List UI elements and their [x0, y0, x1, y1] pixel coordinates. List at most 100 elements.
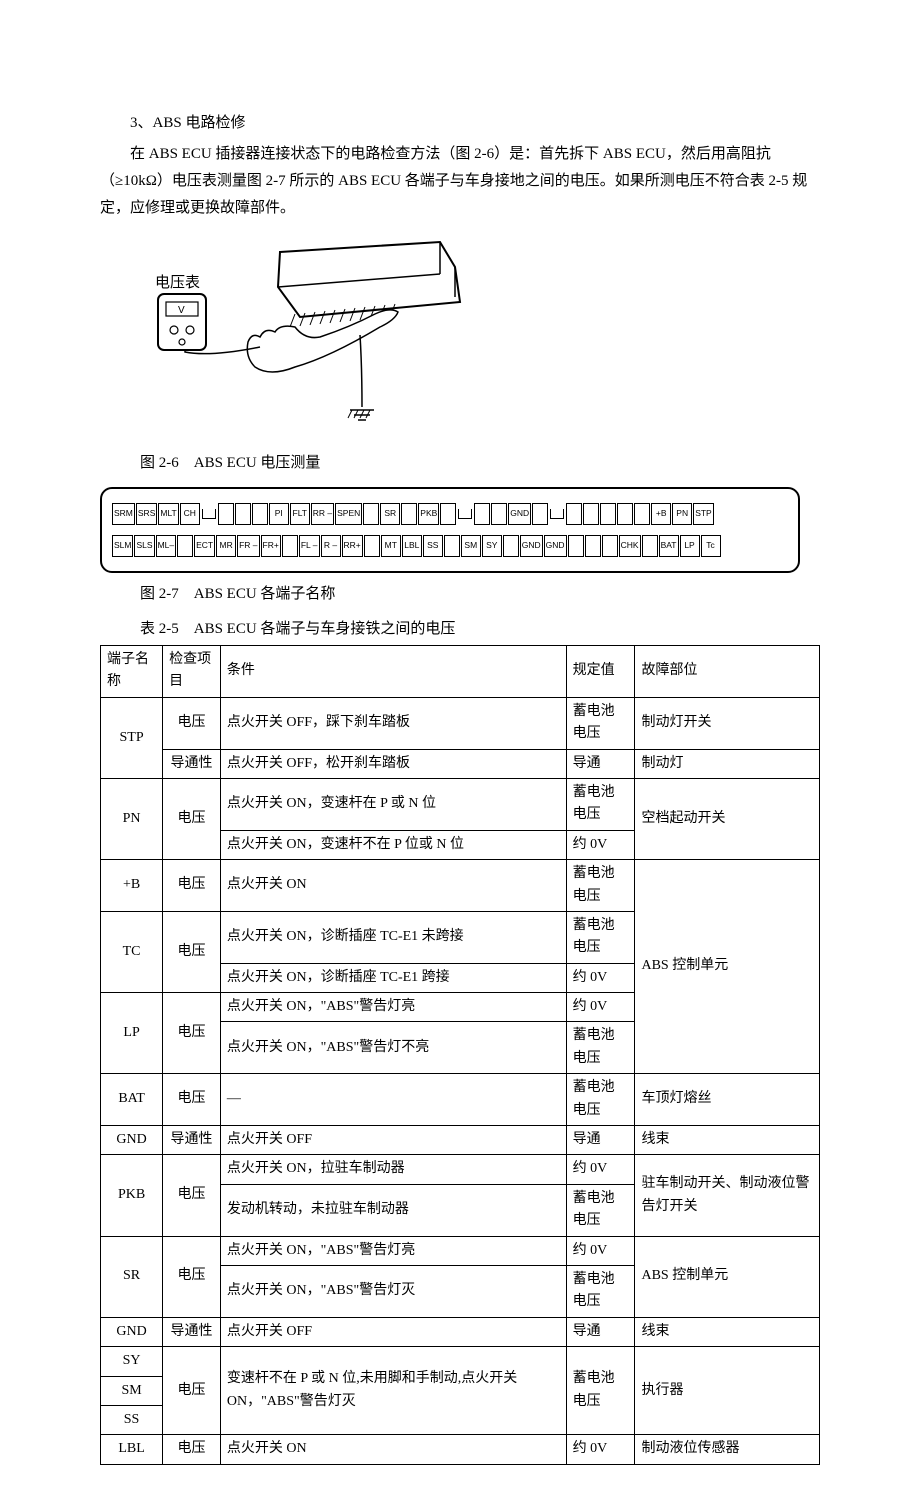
- cell-spec-value: 约 0V: [566, 830, 635, 859]
- table-row: GND导通性点火开关 OFF导通线束: [101, 1126, 820, 1155]
- voltmeter-label-text: 电压表: [155, 274, 200, 291]
- cell-fault-part: 制动灯开关: [635, 697, 820, 749]
- cell-terminal: LP: [101, 993, 163, 1074]
- connector-pin: Tc: [701, 535, 721, 557]
- connector-pin: PI: [269, 503, 289, 525]
- table-row: PN电压点火开关 ON，变速杆在 P 或 N 位蓄电池电压空档起动开关: [101, 778, 820, 830]
- table-row: STP电压点火开关 OFF，踩下刹车踏板蓄电池电压制动灯开关: [101, 697, 820, 749]
- connector-pin: [566, 503, 582, 525]
- cell-condition: 点火开关 ON，"ABS"警告灯亮: [220, 1236, 566, 1265]
- cell-terminal: PKB: [101, 1155, 163, 1236]
- cell-terminal: GND: [101, 1126, 163, 1155]
- cell-check-item: 电压: [163, 778, 221, 859]
- connector-pin: [568, 535, 584, 557]
- cell-check-item: 导通性: [163, 749, 221, 778]
- connector-pin: CHK: [619, 535, 641, 557]
- cell-spec-value: 蓄电池电压: [566, 1022, 635, 1074]
- connector-pin: [503, 535, 519, 557]
- cell-check-item: 电压: [163, 697, 221, 749]
- cell-spec-value: 导通: [566, 1317, 635, 1346]
- cell-condition: 点火开关 OFF: [220, 1317, 566, 1346]
- svg-text:V: V: [178, 305, 185, 316]
- cell-spec-value: 蓄电池电压: [566, 1265, 635, 1317]
- cell-terminal: TC: [101, 911, 163, 992]
- cell-spec-value: 蓄电池电压: [566, 778, 635, 830]
- cell-condition: 点火开关 OFF，踩下刹车踏板: [220, 697, 566, 749]
- connector-pin: FLT: [290, 503, 310, 525]
- cell-fault-part: 制动液位传感器: [635, 1435, 820, 1464]
- cell-spec-value: 蓄电池电压: [566, 860, 635, 912]
- cell-terminal: SR: [101, 1236, 163, 1317]
- connector-pin: LBL: [402, 535, 422, 557]
- figure-2-6-caption: 图 2-6 ABS ECU 电压测量: [140, 450, 820, 477]
- connector-pin: SRS: [136, 503, 157, 525]
- th-spec-value: 规定值: [566, 646, 635, 698]
- table-row: SR电压点火开关 ON，"ABS"警告灯亮约 0VABS 控制单元: [101, 1236, 820, 1265]
- cell-check-item: 电压: [163, 860, 221, 912]
- connector-pin: BAT: [659, 535, 679, 557]
- cell-terminal: SM: [101, 1376, 163, 1405]
- connector-pin: [177, 535, 193, 557]
- connector-pin: FR –: [237, 535, 259, 557]
- connector-pin: SS: [423, 535, 443, 557]
- cell-condition: 点火开关 ON，变速杆在 P 或 N 位: [220, 778, 566, 830]
- cell-condition: 发动机转动，未拉驻车制动器: [220, 1184, 566, 1236]
- connector-pin: GND: [520, 535, 543, 557]
- connector-pin: [583, 503, 599, 525]
- connector-pin: STP: [693, 503, 714, 525]
- cell-terminal: GND: [101, 1317, 163, 1346]
- connector-pin: SRM: [112, 503, 135, 525]
- table-row: +B电压点火开关 ON蓄电池电压ABS 控制单元: [101, 860, 820, 912]
- connector-pin: FR+: [261, 535, 281, 557]
- table-row: SY电压变速杆不在 P 或 N 位,未用脚和手制动,点火开关 ON，"ABS"警…: [101, 1347, 820, 1376]
- connector-pin: [491, 503, 507, 525]
- cell-spec-value: 约 0V: [566, 963, 635, 992]
- figure-2-7: SRMSRSMLTCHPIFLTRR –SPENSRPKBGND+BPNSTP …: [100, 487, 800, 573]
- connector-pin: [600, 503, 616, 525]
- connector-pin: [602, 535, 618, 557]
- cell-condition: 点火开关 ON，诊断插座 TC-E1 跨接: [220, 963, 566, 992]
- figure-2-6: 电压表 V: [120, 232, 820, 442]
- table-row: GND导通性点火开关 OFF导通线束: [101, 1317, 820, 1346]
- connector-pin: SLS: [134, 535, 154, 557]
- connector-pin: [282, 535, 298, 557]
- cell-terminal: STP: [101, 697, 163, 778]
- cell-spec-value: 约 0V: [566, 993, 635, 1022]
- cell-fault-part: ABS 控制单元: [635, 1236, 820, 1317]
- cell-fault-part: 驻车制动开关、制动液位警告灯开关: [635, 1155, 820, 1236]
- cell-fault-part: 执行器: [635, 1347, 820, 1435]
- connector-pin: LP: [680, 535, 700, 557]
- figure-2-7-caption: 图 2-7 ABS ECU 各端子名称: [140, 581, 820, 608]
- table-row: LBL电压点火开关 ON约 0V制动液位传感器: [101, 1435, 820, 1464]
- table-row: BAT电压—蓄电池电压车顶灯熔丝: [101, 1074, 820, 1126]
- connector-pin: [474, 503, 490, 525]
- cell-check-item: 电压: [163, 1155, 221, 1236]
- cell-condition: 点火开关 ON，"ABS"警告灯不亮: [220, 1022, 566, 1074]
- cell-fault-part: 车顶灯熔丝: [635, 1074, 820, 1126]
- cell-spec-value: 约 0V: [566, 1435, 635, 1464]
- connector-pin: R –: [321, 535, 341, 557]
- connector-pin: RR+: [342, 535, 363, 557]
- cell-terminal: PN: [101, 778, 163, 859]
- connector-pin: [363, 503, 379, 525]
- section-title: ABS 电路检修: [153, 115, 246, 131]
- cell-fault-part: ABS 控制单元: [635, 860, 820, 1074]
- table-row: PKB电压点火开关 ON，拉驻车制动器约 0V驻车制动开关、制动液位警告灯开关: [101, 1155, 820, 1184]
- cell-check-item: 电压: [163, 993, 221, 1074]
- cell-condition: 点火开关 OFF: [220, 1126, 566, 1155]
- th-condition: 条件: [220, 646, 566, 698]
- connector-pin: [218, 503, 234, 525]
- connector-pin: SY: [482, 535, 502, 557]
- connector-pin: [532, 503, 548, 525]
- cell-fault-part: 空档起动开关: [635, 778, 820, 859]
- section-number: 3、: [130, 115, 153, 131]
- connector-pin: [252, 503, 268, 525]
- cell-check-item: 电压: [163, 1435, 221, 1464]
- cell-spec-value: 约 0V: [566, 1155, 635, 1184]
- cell-condition: 点火开关 ON，"ABS"警告灯亮: [220, 993, 566, 1022]
- cell-spec-value: 蓄电池电压: [566, 911, 635, 963]
- connector-pin: ECT: [194, 535, 215, 557]
- cell-condition: 点火开关 ON，诊断插座 TC-E1 未跨接: [220, 911, 566, 963]
- connector-row-1: SRMSRSMLTCHPIFLTRR –SPENSRPKBGND+BPNSTP: [112, 503, 788, 525]
- cell-spec-value: 蓄电池电压: [566, 1074, 635, 1126]
